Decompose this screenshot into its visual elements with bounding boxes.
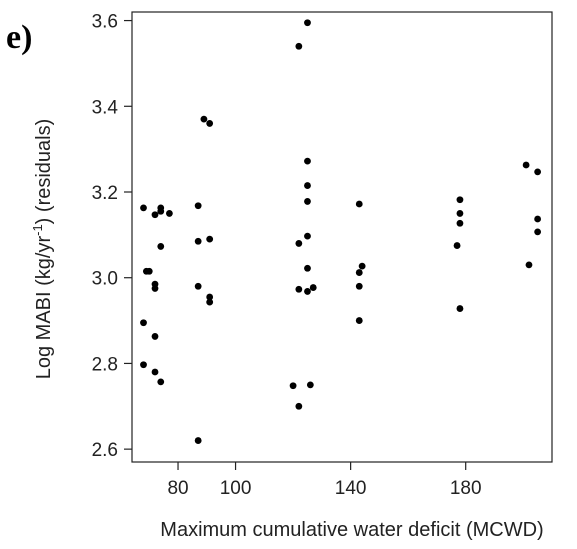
- data-point: [295, 240, 303, 247]
- data-point: [534, 228, 542, 236]
- x-axis-title: Maximum cumulative water deficit (MCWD): [160, 519, 543, 541]
- data-point: [304, 182, 311, 189]
- panel-label: e): [6, 19, 32, 56]
- data-point: [534, 168, 542, 176]
- data-point: [206, 298, 214, 306]
- data-point: [140, 361, 147, 369]
- data-point: [289, 382, 297, 390]
- data-point: [522, 161, 530, 169]
- x-tick-label: 180: [450, 478, 482, 499]
- data-point: [194, 282, 202, 290]
- y-tick-label: 2.6: [92, 440, 118, 461]
- data-point: [355, 269, 363, 276]
- data-point: [145, 267, 153, 275]
- data-point: [309, 284, 317, 291]
- data-point: [355, 200, 363, 208]
- y-tick-label: 3.2: [92, 183, 118, 204]
- data-point: [456, 196, 464, 204]
- data-point: [456, 210, 464, 217]
- data-point: [140, 204, 147, 212]
- data-point: [525, 261, 533, 269]
- data-point: [358, 262, 366, 270]
- y-axis-title-main: Log MABI (kg/yr: [33, 236, 55, 380]
- data-point: [151, 368, 159, 376]
- data-point: [157, 378, 165, 386]
- data-point: [151, 285, 159, 292]
- data-point: [534, 215, 542, 223]
- y-axis-title: Log MABI (kg/yr-1) (residuals): [30, 119, 55, 380]
- data-point: [295, 402, 303, 410]
- x-tick-label: 80: [167, 478, 188, 499]
- data-point: [157, 243, 165, 250]
- data-point: [295, 285, 303, 293]
- y-tick-label: 3.0: [92, 269, 118, 290]
- data-point: [151, 333, 159, 340]
- plot-frame: [131, 11, 553, 463]
- data-point: [453, 242, 461, 249]
- data-point: [140, 319, 147, 327]
- y-tick-label: 2.8: [92, 354, 118, 375]
- x-axis: 80 100 140 180: [167, 462, 482, 499]
- data-point: [304, 19, 311, 27]
- data-points: [140, 19, 542, 444]
- data-point: [355, 282, 363, 290]
- data-point: [304, 198, 311, 205]
- y-tick-label: 3.6: [92, 12, 118, 33]
- data-point: [194, 437, 202, 444]
- x-tick-label: 140: [335, 478, 367, 499]
- data-point: [355, 317, 363, 324]
- data-point: [157, 207, 165, 215]
- data-point: [304, 264, 311, 272]
- y-axis-title-superscript: -1: [30, 224, 45, 236]
- data-point: [194, 237, 202, 245]
- x-tick-label: 100: [220, 478, 252, 499]
- y-axis: 2.6 2.8 3.0 3.2 3.4 3.6: [92, 12, 132, 461]
- data-point: [194, 202, 202, 210]
- y-tick-label: 3.4: [92, 97, 119, 118]
- y-axis-title-rest: ) (residuals): [33, 119, 55, 225]
- data-point: [295, 42, 303, 50]
- data-point: [456, 219, 464, 227]
- data-point: [206, 293, 214, 301]
- data-point: [304, 232, 311, 240]
- data-point: [206, 120, 214, 127]
- data-point: [456, 305, 464, 312]
- data-point: [165, 210, 173, 217]
- data-point: [206, 235, 214, 243]
- data-point: [151, 211, 159, 219]
- data-point: [306, 381, 314, 389]
- data-point: [200, 115, 208, 123]
- data-point: [304, 157, 311, 165]
- data-point: [304, 288, 311, 295]
